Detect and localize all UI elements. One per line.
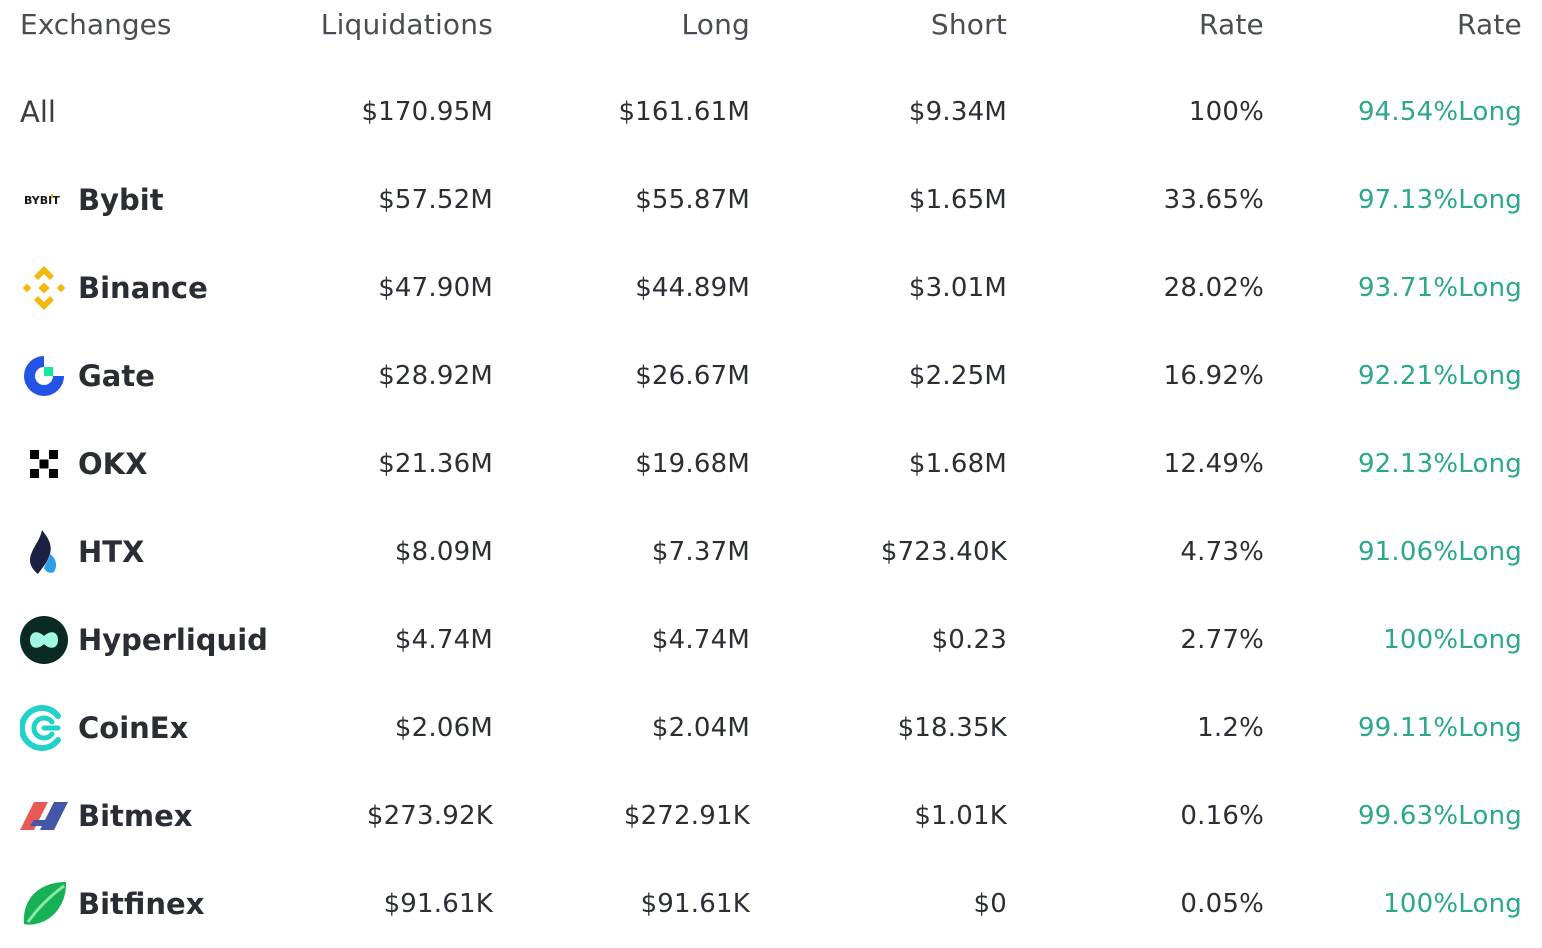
short-value: $2.25M — [908, 361, 1007, 391]
liquidations-value: $170.95M — [361, 97, 493, 127]
htx-logo-icon — [20, 528, 68, 576]
exchange-cell: Binance — [20, 244, 300, 332]
long-value: $91.61K — [640, 889, 750, 919]
long-value: $7.37M — [651, 537, 750, 567]
short-value: $1.68M — [908, 449, 1007, 479]
liquidations-value: $91.61K — [383, 889, 493, 919]
long-rate-value: 92.21%Long — [1357, 361, 1522, 391]
table-row[interactable]: HTX $8.09M $7.37M $723.40K 4.73% 91.06%L… — [0, 508, 1542, 596]
liquidations-table: Exchanges Liquidations Long Short Rate R… — [0, 0, 1542, 925]
rate-value: 16.92% — [1163, 361, 1264, 391]
long-rate-value: 92.13%Long — [1357, 449, 1522, 479]
exchange-cell: CoinEx — [20, 684, 300, 772]
header-long[interactable]: Long — [681, 8, 750, 41]
liquidations-value: $28.92M — [378, 361, 493, 391]
exchange-name: All — [20, 95, 56, 129]
rate-value: 1.2% — [1197, 713, 1264, 743]
table-row[interactable]: BYBIT Bybit $57.52M $55.87M $1.65M 33.65… — [0, 156, 1542, 244]
long-value: $26.67M — [635, 361, 750, 391]
rate-value: 33.65% — [1163, 185, 1264, 215]
long-value: $272.91K — [623, 801, 750, 831]
header-liquidations[interactable]: Liquidations — [320, 8, 493, 41]
exchange-cell: Hyperliquid — [20, 596, 300, 684]
hyperliquid-logo-icon — [20, 616, 68, 664]
header-short[interactable]: Short — [930, 8, 1007, 41]
long-value: $44.89M — [635, 273, 750, 303]
bybit-logo-icon: BYBIT — [20, 176, 68, 224]
long-value: $55.87M — [635, 185, 750, 215]
exchange-name[interactable]: Bybit — [78, 183, 164, 217]
short-value: $3.01M — [908, 273, 1007, 303]
gate-logo-icon — [20, 352, 68, 400]
exchange-name[interactable]: CoinEx — [78, 711, 189, 745]
header-long-rate[interactable]: Rate — [1456, 8, 1522, 41]
long-rate-value: 97.13%Long — [1357, 185, 1522, 215]
coinex-logo-icon — [20, 704, 68, 752]
table-row-all[interactable]: All $170.95M $161.61M $9.34M 100% 94.54%… — [0, 68, 1542, 156]
liquidations-value: $273.92K — [366, 801, 493, 831]
exchange-name[interactable]: OKX — [78, 447, 148, 481]
bitfinex-logo-icon — [20, 880, 68, 928]
exchange-cell: Bitfinex — [20, 860, 300, 948]
table-row[interactable]: Bitfinex $91.61K $91.61K $0 0.05% 100%Lo… — [0, 860, 1542, 948]
exchange-name[interactable]: Binance — [78, 271, 208, 305]
rate-value: 12.49% — [1163, 449, 1264, 479]
table-row[interactable]: Hyperliquid $4.74M $4.74M $0.23 2.77% 10… — [0, 596, 1542, 684]
table-row[interactable]: CoinEx $2.06M $2.04M $18.35K 1.2% 99.11%… — [0, 684, 1542, 772]
long-rate-value: 91.06%Long — [1357, 537, 1522, 567]
short-value: $9.34M — [908, 97, 1007, 127]
liquidations-value: $8.09M — [394, 537, 493, 567]
long-rate-value: 93.71%Long — [1357, 273, 1522, 303]
table-row[interactable]: Bitmex $273.92K $272.91K $1.01K 0.16% 99… — [0, 772, 1542, 860]
short-value: $0 — [973, 889, 1007, 919]
short-value: $723.40K — [880, 537, 1007, 567]
binance-logo-icon — [20, 264, 68, 312]
table-row[interactable]: OKX $21.36M $19.68M $1.68M 12.49% 92.13%… — [0, 420, 1542, 508]
liquidations-value: $2.06M — [394, 713, 493, 743]
liquidations-value: $57.52M — [378, 185, 493, 215]
exchange-cell: BYBIT Bybit — [20, 156, 300, 244]
rate-value: 0.05% — [1180, 889, 1264, 919]
rate-value: 100% — [1188, 97, 1264, 127]
rate-value: 2.77% — [1180, 625, 1264, 655]
svg-text:BYBIT: BYBIT — [24, 194, 60, 207]
exchange-cell: HTX — [20, 508, 300, 596]
long-value: $4.74M — [651, 625, 750, 655]
okx-logo-icon — [20, 440, 68, 488]
short-value: $1.01K — [914, 801, 1007, 831]
header-exchanges[interactable]: Exchanges — [20, 8, 172, 41]
exchange-name[interactable]: Bitfinex — [78, 887, 205, 921]
table-header: Exchanges Liquidations Long Short Rate R… — [0, 0, 1542, 50]
rate-value: 28.02% — [1163, 273, 1264, 303]
long-value: $19.68M — [635, 449, 750, 479]
long-value: $2.04M — [651, 713, 750, 743]
rate-value: 0.16% — [1180, 801, 1264, 831]
long-rate-value: 99.11%Long — [1357, 713, 1522, 743]
long-rate-value: 94.54%Long — [1357, 97, 1522, 127]
exchange-name[interactable]: Hyperliquid — [78, 623, 268, 657]
long-rate-value: 100%Long — [1383, 625, 1522, 655]
table-row[interactable]: Binance $47.90M $44.89M $3.01M 28.02% 93… — [0, 244, 1542, 332]
liquidations-value: $21.36M — [378, 449, 493, 479]
exchange-name[interactable]: Bitmex — [78, 799, 193, 833]
exchange-name[interactable]: Gate — [78, 359, 155, 393]
rate-value: 4.73% — [1180, 537, 1264, 567]
exchange-cell: Bitmex — [20, 772, 300, 860]
short-value: $1.65M — [908, 185, 1007, 215]
short-value: $18.35K — [897, 713, 1007, 743]
table-row[interactable]: Gate $28.92M $26.67M $2.25M 16.92% 92.21… — [0, 332, 1542, 420]
long-value: $161.61M — [618, 97, 750, 127]
exchange-cell: Gate — [20, 332, 300, 420]
long-rate-value: 100%Long — [1383, 889, 1522, 919]
exchange-cell: OKX — [20, 420, 300, 508]
liquidations-value: $4.74M — [394, 625, 493, 655]
exchange-cell: All — [20, 68, 300, 156]
exchange-name[interactable]: HTX — [78, 535, 145, 569]
short-value: $0.23 — [931, 625, 1007, 655]
header-rate[interactable]: Rate — [1198, 8, 1264, 41]
liquidations-value: $47.90M — [378, 273, 493, 303]
bitmex-logo-icon — [20, 792, 68, 840]
long-rate-value: 99.63%Long — [1357, 801, 1522, 831]
